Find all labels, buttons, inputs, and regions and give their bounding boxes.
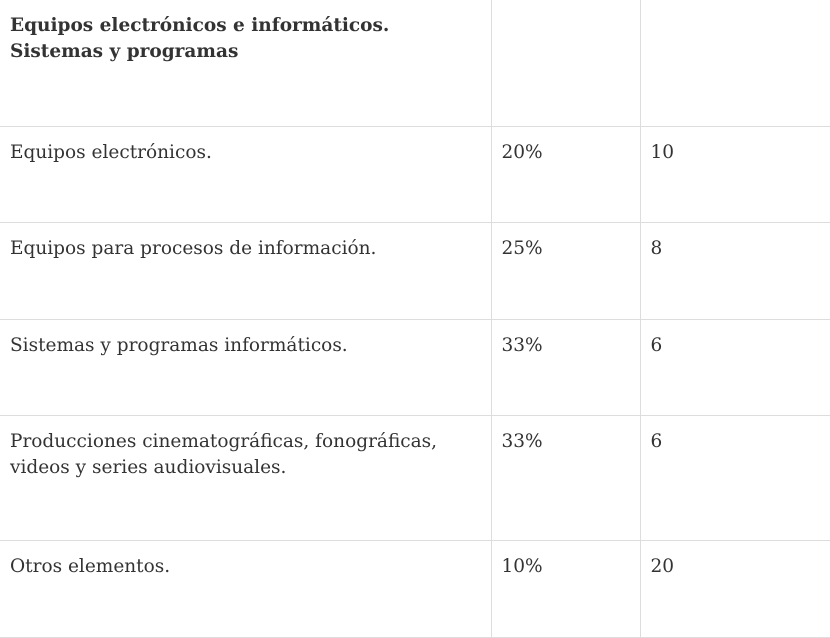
percent-cell: 33% bbox=[490, 318, 641, 416]
percent-cell: 25% bbox=[490, 221, 641, 320]
element-cell: Equipos para procesos de información. bbox=[0, 221, 492, 320]
header-empty-cell bbox=[490, 0, 641, 127]
table-header-row: Equipos electrónicos e informáticos. Sis… bbox=[0, 0, 830, 127]
years-cell: 8 bbox=[639, 221, 830, 320]
table-row: Equipos electrónicos. 20% 10 bbox=[0, 125, 830, 223]
years-cell: 10 bbox=[639, 125, 830, 223]
table-row: Equipos para procesos de información. 25… bbox=[0, 221, 830, 320]
element-cell: Producciones cinematográficas, fonográfi… bbox=[0, 414, 492, 541]
years-cell: 6 bbox=[639, 414, 830, 541]
years-cell: 20 bbox=[639, 539, 830, 638]
percent-cell: 33% bbox=[490, 414, 641, 541]
percent-cell: 20% bbox=[490, 125, 641, 223]
header-empty-cell bbox=[639, 0, 830, 127]
element-cell: Sistemas y programas informáticos. bbox=[0, 318, 492, 416]
element-cell: Otros elementos. bbox=[0, 539, 492, 638]
table-row: Producciones cinematográficas, fonográfi… bbox=[0, 414, 830, 541]
element-cell: Equipos electrónicos. bbox=[0, 125, 492, 223]
percent-cell: 10% bbox=[490, 539, 641, 638]
table-row: Sistemas y programas informáticos. 33% 6 bbox=[0, 318, 830, 416]
table-row: Otros elementos. 10% 20 bbox=[0, 539, 830, 638]
table-title-cell: Equipos electrónicos e informáticos. Sis… bbox=[0, 0, 492, 127]
years-cell: 6 bbox=[639, 318, 830, 416]
